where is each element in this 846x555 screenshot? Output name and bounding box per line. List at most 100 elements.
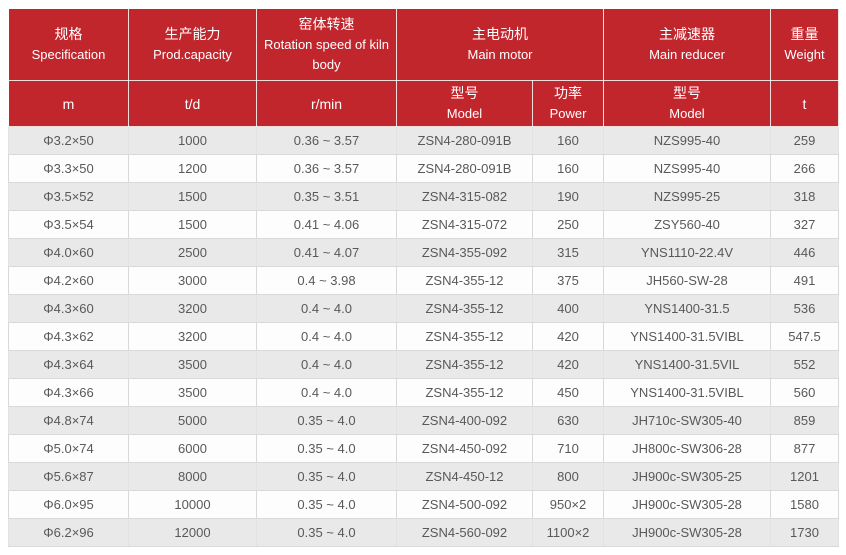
subcol-motor-model: 型号 Model — [396, 80, 533, 127]
cell-weight: 446 — [770, 238, 839, 267]
col-weight-zh: 重量 — [790, 26, 819, 42]
cell-spec: Φ4.3×64 — [8, 350, 129, 379]
cell-power: 1100×2 — [532, 518, 604, 547]
col-weight-header: 重量 Weight — [770, 8, 839, 81]
cell-spec: Φ4.3×66 — [8, 378, 129, 407]
table-row: Φ5.0×74 6000 0.35 ~ 4.0 ZSN4-450-092 710… — [8, 434, 839, 463]
cell-capacity: 6000 — [128, 434, 257, 463]
table-row: Φ3.5×52 1500 0.35 ~ 3.51 ZSN4-315-082 19… — [8, 182, 839, 211]
table-row: Φ6.2×96 12000 0.35 ~ 4.0 ZSN4-560-092 11… — [8, 518, 839, 547]
cell-weight: 877 — [770, 434, 839, 463]
cell-spec: Φ3.5×52 — [8, 182, 129, 211]
cell-rotation: 0.35 ~ 4.0 — [256, 434, 397, 463]
col-capacity-header: 生产能力 Prod.capacity — [128, 8, 257, 81]
cell-weight: 266 — [770, 154, 839, 183]
cell-spec: Φ4.8×74 — [8, 406, 129, 435]
table-row: Φ3.2×50 1000 0.36 ~ 3.57 ZSN4-280-091B 1… — [8, 126, 839, 155]
cell-weight: 1730 — [770, 518, 839, 547]
cell-power: 630 — [532, 406, 604, 435]
header-row-names: 规格 Specification 生产能力 Prod.capacity 窑体转速… — [8, 8, 839, 81]
cell-capacity: 3200 — [128, 322, 257, 351]
cell-power: 315 — [532, 238, 604, 267]
cell-motor-model: ZSN4-355-092 — [396, 238, 533, 267]
cell-motor-model: ZSN4-400-092 — [396, 406, 533, 435]
cell-motor-model: ZSN4-355-12 — [396, 266, 533, 295]
cell-rotation: 0.4 ~ 3.98 — [256, 266, 397, 295]
cell-weight: 560 — [770, 378, 839, 407]
table-row: Φ4.3×62 3200 0.4 ~ 4.0 ZSN4-355-12 420 Y… — [8, 322, 839, 351]
cell-spec: Φ6.2×96 — [8, 518, 129, 547]
cell-reducer-model: JH710c-SW305-40 — [603, 406, 771, 435]
col-rotation-en: Rotation speed of kiln body — [263, 37, 390, 72]
cell-power: 950×2 — [532, 490, 604, 519]
cell-capacity: 3200 — [128, 294, 257, 323]
cell-power: 250 — [532, 210, 604, 239]
cell-capacity: 12000 — [128, 518, 257, 547]
cell-spec: Φ5.0×74 — [8, 434, 129, 463]
table-row: Φ4.2×60 3000 0.4 ~ 3.98 ZSN4-355-12 375 … — [8, 266, 839, 295]
cell-spec: Φ4.0×60 — [8, 238, 129, 267]
cell-motor-model: ZSN4-280-091B — [396, 126, 533, 155]
cell-motor-model: ZSN4-450-12 — [396, 462, 533, 491]
cell-power: 420 — [532, 350, 604, 379]
cell-capacity: 1500 — [128, 210, 257, 239]
col-motor-header: 主电动机 Main motor — [396, 8, 604, 81]
col-spec-en: Specification — [31, 47, 106, 62]
cell-rotation: 0.35 ~ 4.0 — [256, 518, 397, 547]
cell-rotation: 0.35 ~ 4.0 — [256, 406, 397, 435]
cell-motor-model: ZSN4-355-12 — [396, 350, 533, 379]
cell-reducer-model: ZSY560-40 — [603, 210, 771, 239]
cell-rotation: 0.4 ~ 4.0 — [256, 378, 397, 407]
col-motor-zh: 主电动机 — [472, 26, 528, 42]
cell-motor-model: ZSN4-315-072 — [396, 210, 533, 239]
unit-rotation: r/min — [256, 80, 397, 127]
cell-capacity: 1500 — [128, 182, 257, 211]
cell-rotation: 0.35 ~ 4.0 — [256, 490, 397, 519]
table-header: 规格 Specification 生产能力 Prod.capacity 窑体转速… — [8, 8, 839, 127]
cell-spec: Φ5.6×87 — [8, 462, 129, 491]
cell-power: 160 — [532, 126, 604, 155]
cell-reducer-model: YNS1400-31.5VIL — [603, 350, 771, 379]
subcol-motor-model-en: Model — [446, 106, 483, 121]
cell-motor-model: ZSN4-355-12 — [396, 322, 533, 351]
cell-motor-model: ZSN4-450-092 — [396, 434, 533, 463]
cell-spec: Φ4.3×62 — [8, 322, 129, 351]
cell-capacity: 5000 — [128, 406, 257, 435]
col-motor-en: Main motor — [467, 47, 533, 62]
subcol-reducer-model-en: Model — [669, 106, 705, 121]
table-row: Φ4.3×60 3200 0.4 ~ 4.0 ZSN4-355-12 400 Y… — [8, 294, 839, 323]
cell-weight: 859 — [770, 406, 839, 435]
cell-spec: Φ3.2×50 — [8, 126, 129, 155]
cell-motor-model: ZSN4-355-12 — [396, 294, 533, 323]
cell-power: 375 — [532, 266, 604, 295]
cell-weight: 327 — [770, 210, 839, 239]
subcol-reducer-model-zh: 型号 — [673, 85, 701, 101]
cell-reducer-model: YNS1400-31.5 — [603, 294, 771, 323]
cell-rotation: 0.4 ~ 4.0 — [256, 294, 397, 323]
cell-rotation: 0.41 ~ 4.07 — [256, 238, 397, 267]
table-row: Φ4.3×66 3500 0.4 ~ 4.0 ZSN4-355-12 450 Y… — [8, 378, 839, 407]
cell-weight: 318 — [770, 182, 839, 211]
col-reducer-header: 主减速器 Main reducer — [603, 8, 771, 81]
cell-spec: Φ4.2×60 — [8, 266, 129, 295]
unit-weight: t — [770, 80, 839, 127]
cell-capacity: 10000 — [128, 490, 257, 519]
cell-rotation: 0.36 ~ 3.57 — [256, 154, 397, 183]
cell-power: 800 — [532, 462, 604, 491]
cell-weight: 1580 — [770, 490, 839, 519]
subcol-motor-power-zh: 功率 — [554, 85, 582, 101]
cell-capacity: 1000 — [128, 126, 257, 155]
cell-reducer-model: YNS1110-22.4V — [603, 238, 771, 267]
cell-rotation: 0.4 ~ 4.0 — [256, 322, 397, 351]
cell-motor-model: ZSN4-500-092 — [396, 490, 533, 519]
cell-spec: Φ3.5×54 — [8, 210, 129, 239]
col-rotation-header: 窑体转速 Rotation speed of kiln body — [256, 8, 397, 81]
subcol-motor-power-en: Power — [549, 106, 587, 121]
header-row-units: m t/d r/min 型号 Model 功率 Power 型号 Model t — [8, 80, 839, 127]
cell-power: 160 — [532, 154, 604, 183]
cell-weight: 547.5 — [770, 322, 839, 351]
table-row: Φ4.3×64 3500 0.4 ~ 4.0 ZSN4-355-12 420 Y… — [8, 350, 839, 379]
subcol-reducer-model: 型号 Model — [603, 80, 771, 127]
cell-capacity: 1200 — [128, 154, 257, 183]
cell-rotation: 0.35 ~ 4.0 — [256, 462, 397, 491]
